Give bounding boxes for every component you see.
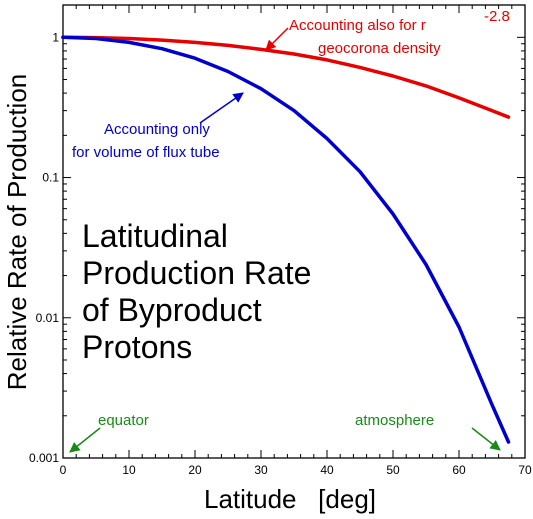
annotation-blue-line-2: for volume of flux tube xyxy=(72,144,220,161)
x-tick-label: 60 xyxy=(452,463,466,477)
title-line-1: Latitudinal xyxy=(82,218,228,254)
y-tick-label: 1 xyxy=(52,30,59,44)
y-tick-label: 0.001 xyxy=(29,451,59,465)
equator-arrow xyxy=(69,427,101,453)
x-tick-label: 0 xyxy=(60,463,67,477)
series-line-0 xyxy=(61,35,511,119)
plot-frame xyxy=(62,4,526,459)
x-tick-label: 50 xyxy=(386,463,400,477)
atmosphere-arrow xyxy=(471,427,501,451)
title-line-2: Production Rate xyxy=(82,255,311,291)
annotation-equator: equator xyxy=(98,412,149,429)
x-tick-label: 40 xyxy=(320,463,334,477)
series-group xyxy=(61,35,511,444)
x-tick-label: 30 xyxy=(254,463,268,477)
title-line-4: Protons xyxy=(82,329,192,365)
x-axis-title: Latitude [deg] xyxy=(204,484,376,514)
annotation-blue-arrow xyxy=(199,92,244,124)
x-tick-label: 20 xyxy=(188,463,202,477)
y-tick-label: 0.01 xyxy=(36,311,60,325)
axis-ticks xyxy=(62,5,526,459)
annotation-red-line-1: Accounting also for r xyxy=(289,17,426,34)
series-line-1 xyxy=(61,35,511,444)
annotation-red-arrow xyxy=(265,27,289,51)
x-tick-label: 10 xyxy=(122,463,136,477)
annotation-atmosphere: atmosphere xyxy=(355,412,434,429)
axis-tick-labels: 0 10 20 30 40 50 60 70 0.001 0.01 0.1 1 xyxy=(29,30,532,477)
y-axis-title: Relative Rate of Production xyxy=(2,74,32,391)
y-tick-label: 0.1 xyxy=(42,171,59,185)
annotation-red-superscript: -2.8 xyxy=(484,8,510,25)
annotation-red-line-2: geocorona density xyxy=(318,40,441,57)
title-line-3: of Byproduct xyxy=(82,292,262,328)
annotation-blue-line-1: Accounting only xyxy=(104,121,210,138)
x-tick-label: 70 xyxy=(518,463,532,477)
